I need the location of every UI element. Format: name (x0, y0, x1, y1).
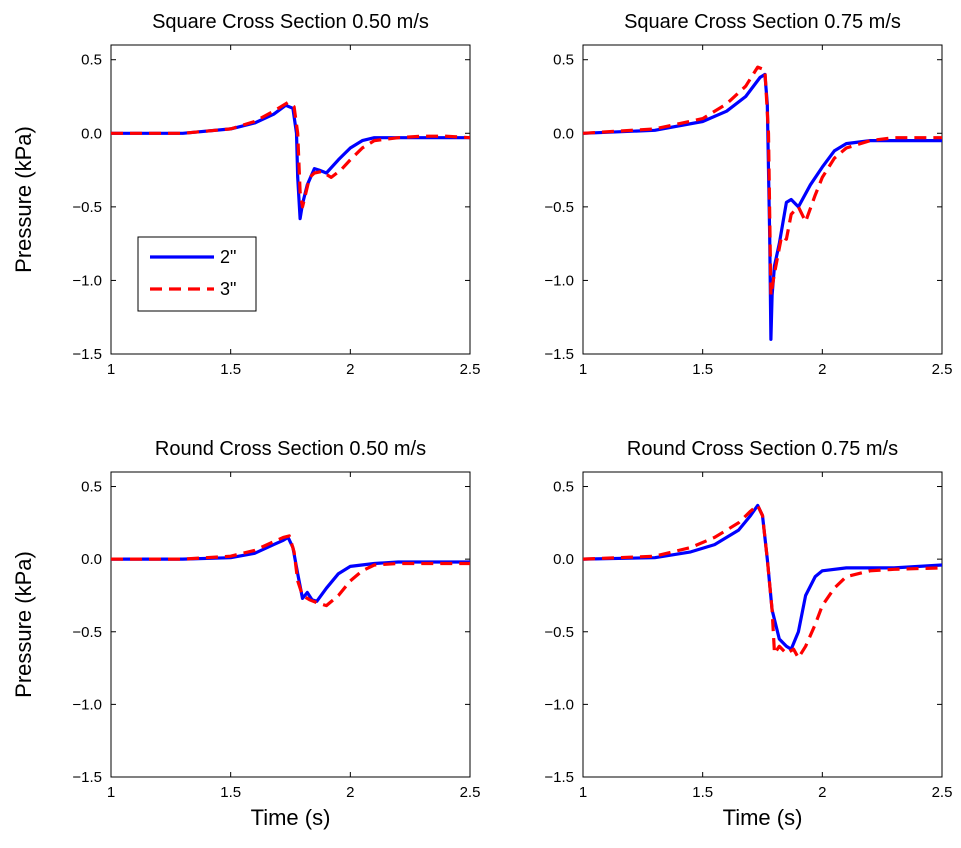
x-tick-label: 2.5 (932, 361, 953, 378)
legend-label: 3" (220, 279, 236, 299)
y-tick-label: −1.5 (544, 346, 574, 363)
legend-label: 2" (220, 247, 236, 267)
x-tick-label: 1 (107, 361, 115, 378)
y-tick-label: 0.0 (81, 551, 102, 568)
y-tick-label: −0.5 (72, 199, 102, 216)
chart-panel-4: 1 1.5 2 2.5 0.5 0.0 −0.5 −1.0 −1.5 Round Cross Se… (544, 438, 952, 830)
plot-area (110, 471, 471, 778)
y-tick-label: 0.5 (81, 479, 102, 496)
legend-box (137, 236, 257, 312)
y-tick-label: −1.0 (544, 272, 574, 289)
y-tick-label: −1.5 (544, 769, 574, 786)
series-line-b (583, 503, 942, 660)
x-tick-label: 2.5 (932, 784, 953, 801)
y-tick-label: 0.5 (553, 52, 574, 69)
x-tick-label: 2 (346, 784, 354, 801)
x-tick-label: 2 (818, 784, 826, 801)
legend: 2" 3" (137, 236, 257, 312)
x-tick-label: 1.5 (692, 361, 713, 378)
y-tick-label: 0.0 (553, 551, 574, 568)
series-line-b (111, 534, 470, 608)
y-tick-label: −0.5 (544, 199, 574, 216)
series-line-a (583, 503, 942, 651)
x-tick-label: 1 (579, 361, 587, 378)
x-tick-label: 2.5 (460, 361, 481, 378)
y-tick-label: 0.5 (81, 52, 102, 69)
x-tick-label: 2.5 (460, 784, 481, 801)
y-tick-label: 0.0 (553, 125, 574, 142)
series-line-b (583, 65, 942, 297)
x-tick-label: 1.5 (220, 361, 241, 378)
y-tick-label: −1.5 (72, 769, 102, 786)
x-tick-label: 1 (579, 784, 587, 801)
y-tick-label: −1.0 (72, 272, 102, 289)
chart-title: Square Cross Section 0.75 m/s (624, 11, 901, 33)
y-tick-label: −0.5 (544, 624, 574, 641)
y-tick-label: 0.5 (553, 479, 574, 496)
y-axis-label: Pressure (kPa) (11, 551, 36, 698)
y-tick-label: −0.5 (72, 624, 102, 641)
x-tick-label: 2 (818, 361, 826, 378)
y-axis-label: Pressure (kPa) (11, 126, 36, 273)
y-tick-label: −1.0 (72, 696, 102, 713)
y-tick-label: −1.5 (72, 346, 102, 363)
x-axis-label: Time (s) (723, 805, 803, 830)
y-tick-label: 0.0 (81, 125, 102, 142)
chart-panel-2: 1 1.5 2 2.5 0.5 0.0 −0.5 −1.0 −1.5 Square Cross S… (544, 11, 952, 378)
x-tick-label: 1.5 (692, 784, 713, 801)
x-axis-label: Time (s) (251, 805, 331, 830)
series-line-b (111, 100, 470, 209)
x-tick-label: 1 (107, 784, 115, 801)
chart-title: Round Cross Section 0.75 m/s (627, 438, 898, 460)
x-tick-label: 1.5 (220, 784, 241, 801)
x-tick-label: 2 (346, 361, 354, 378)
chart-title: Square Cross Section 0.50 m/s (152, 11, 429, 33)
chart-panel-3: 1 1.5 2 2.5 0.5 0.0 −0.5 −1.0 −1.5 Round Cross Se… (11, 438, 480, 830)
plot-area (582, 44, 943, 355)
y-tick-label: −1.0 (544, 696, 574, 713)
chart-panel-1: 1 1.5 2 2.5 0.5 0.0 −0.5 −1.0 −1.5 Square Cross S… (11, 11, 480, 378)
chart-title: Round Cross Section 0.50 m/s (155, 438, 426, 460)
